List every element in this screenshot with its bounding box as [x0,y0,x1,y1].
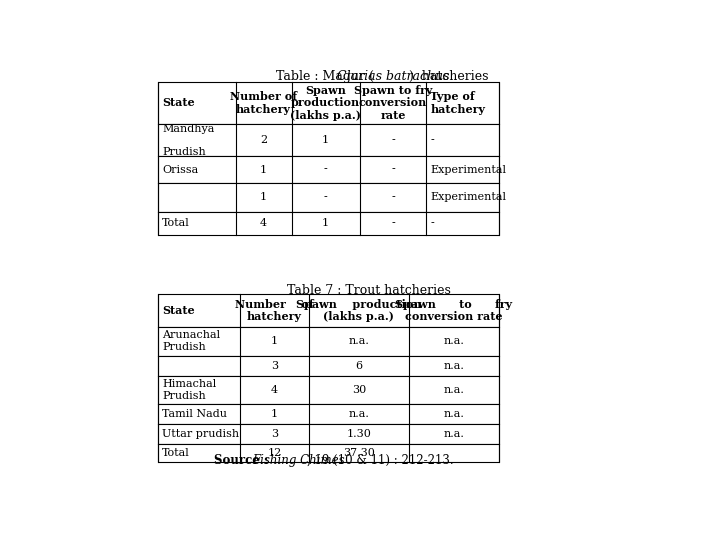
Bar [158,183,499,212]
Text: 1: 1 [322,218,329,228]
Text: 3: 3 [271,361,278,371]
Text: Orissa: Orissa [162,165,198,174]
Text: Source :: Source : [214,454,272,467]
Text: 2: 2 [260,135,267,145]
Text: 37.30: 37.30 [343,448,375,458]
Bar [158,403,499,423]
Text: n.a.: n.a. [444,409,464,419]
Text: Spawn
production
(lakhs p.a.): Spawn production (lakhs p.a.) [290,85,361,121]
Text: Spawn      to      fry
conversion rate: Spawn to fry conversion rate [395,299,513,322]
Text: n.a.: n.a. [348,409,369,419]
Text: n.a.: n.a. [444,429,464,438]
Text: 1: 1 [260,192,267,202]
Text: 1.30: 1.30 [346,429,372,438]
Text: State: State [162,305,194,316]
Bar [158,444,499,462]
Text: Spawn to fry
conversion
rate: Spawn to fry conversion rate [354,85,432,121]
Text: 1: 1 [260,165,267,174]
Text: Arunachal
Prudish: Arunachal Prudish [162,330,220,352]
Bar [158,82,499,124]
Text: -: - [324,165,328,174]
Text: Experimental: Experimental [431,192,506,202]
Text: 1: 1 [271,409,278,419]
Text: Table : Magur (: Table : Magur ( [276,70,374,83]
Text: n.a.: n.a. [444,336,464,346]
Text: 6: 6 [356,361,362,371]
Text: Uttar prudish: Uttar prudish [162,429,239,438]
Text: Fishing Chimes: Fishing Chimes [253,454,345,467]
Bar [158,124,499,157]
Text: , 19 (10 & 11) : 212-213.: , 19 (10 & 11) : 212-213. [307,454,453,467]
Text: Experimental: Experimental [431,165,506,174]
Text: -: - [391,165,395,174]
Bar [158,157,499,183]
Text: n.a.: n.a. [348,336,369,346]
Bar [158,212,499,235]
Text: Himachal
Prudish: Himachal Prudish [162,379,216,401]
Text: 4: 4 [260,218,267,228]
Text: Number    of
hatchery: Number of hatchery [235,299,314,322]
Text: )  hatcheries: ) hatcheries [409,70,489,83]
Text: Table 7 : Trout hatcheries: Table 7 : Trout hatcheries [287,284,451,297]
Text: 1: 1 [271,336,278,346]
Text: 30: 30 [352,384,366,395]
Text: n.a.: n.a. [444,384,464,395]
Text: Mandhya

Prudish: Mandhya Prudish [162,124,215,157]
Text: 4: 4 [271,384,278,395]
Text: Type of
hatchery: Type of hatchery [431,91,485,115]
Bar [158,327,499,356]
Text: Number of
hatchery: Number of hatchery [230,91,297,115]
Text: 12: 12 [267,448,282,458]
Text: Total: Total [162,218,190,228]
Text: -: - [391,192,395,202]
Text: 1: 1 [322,135,329,145]
Bar [158,356,499,376]
Text: -: - [324,192,328,202]
Text: -: - [431,135,434,145]
Text: -: - [431,218,434,228]
Bar [158,376,499,403]
Bar [158,423,499,444]
Text: Total: Total [162,448,190,458]
Text: Tamil Nadu: Tamil Nadu [162,409,227,419]
Text: n.a.: n.a. [444,361,464,371]
Text: Clarias batrachus: Clarias batrachus [337,70,449,83]
Text: -: - [391,135,395,145]
Text: 3: 3 [271,429,278,438]
Bar [158,294,499,327]
Text: State: State [162,97,194,109]
Text: Spawn    production
(lakhs p.a.): Spawn production (lakhs p.a.) [296,299,422,322]
Text: -: - [391,218,395,228]
